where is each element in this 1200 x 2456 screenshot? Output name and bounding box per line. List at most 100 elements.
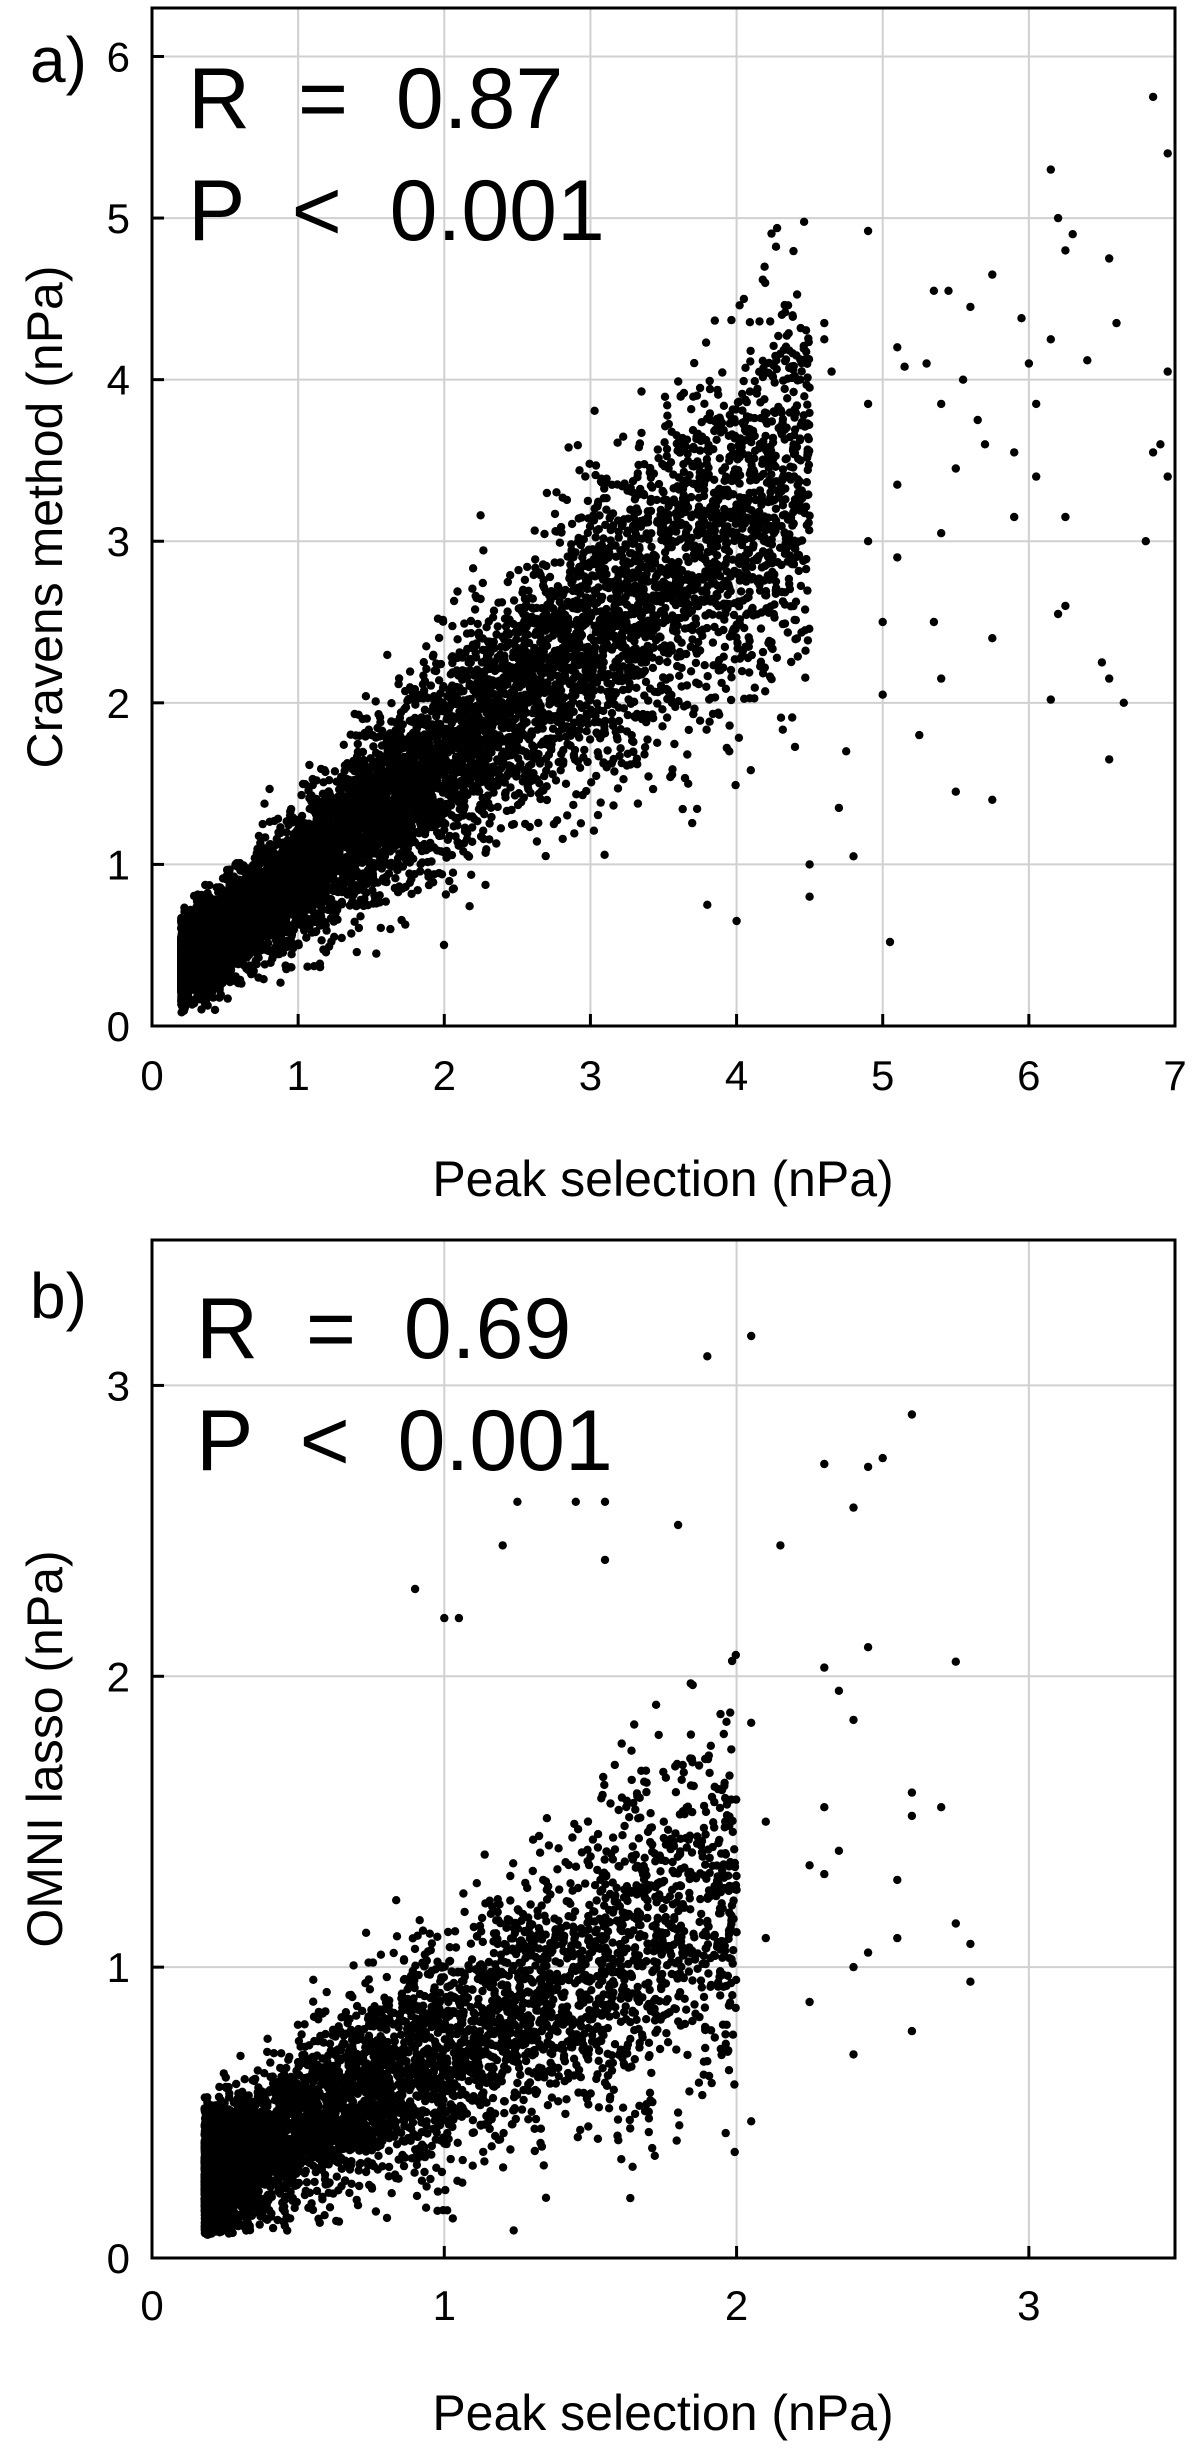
data-point (596, 798, 605, 807)
data-point (356, 912, 365, 921)
data-point (451, 813, 460, 823)
data-point (700, 661, 709, 670)
data-point (701, 611, 710, 620)
data-point (783, 394, 792, 403)
data-point (596, 685, 605, 694)
data-point (434, 868, 444, 878)
data-point (734, 558, 743, 567)
data-point (531, 555, 540, 564)
data-point (767, 675, 776, 684)
data-point (778, 597, 788, 606)
data-point (801, 673, 810, 682)
data-point (569, 800, 578, 810)
data-point (637, 387, 646, 396)
data-point (643, 735, 652, 744)
data-point (564, 443, 573, 452)
data-point (804, 460, 814, 469)
data-point (609, 801, 618, 810)
data-point (690, 704, 699, 713)
data-point (534, 818, 543, 828)
data-point (647, 542, 656, 552)
data-point (692, 649, 702, 658)
data-point (448, 868, 458, 877)
data-point (466, 629, 476, 638)
data-point (563, 811, 572, 820)
data-point (774, 331, 783, 341)
data-point (407, 889, 416, 899)
data-point (646, 473, 656, 482)
data-point (745, 387, 755, 396)
data-point (260, 799, 269, 808)
data-point (550, 509, 560, 519)
data-point (792, 290, 802, 299)
data-point (758, 669, 768, 678)
data-point (583, 496, 593, 506)
data-point (405, 667, 415, 676)
data-point (635, 439, 645, 448)
data-point (743, 609, 752, 618)
data-point (784, 574, 794, 584)
data-point (541, 851, 550, 861)
data-point (493, 802, 502, 812)
data-point (607, 708, 617, 718)
data-point (197, 1005, 206, 1014)
data-point (561, 779, 571, 788)
data-point (353, 739, 362, 749)
data-point (501, 622, 511, 631)
data-point (660, 438, 669, 447)
data-point (761, 687, 770, 696)
data-point (358, 747, 368, 757)
data-point (675, 671, 684, 680)
data-point (712, 435, 721, 444)
data-point (352, 947, 361, 957)
data-point (756, 657, 766, 666)
data-point (260, 960, 269, 969)
data-point (589, 826, 599, 835)
data-point (705, 717, 714, 726)
data-point (453, 635, 462, 644)
data-point (453, 587, 462, 596)
data-point (521, 819, 530, 829)
data-point (705, 384, 715, 394)
data-point (678, 804, 687, 814)
data-point (422, 642, 431, 651)
data-point (640, 750, 649, 759)
data-point (729, 610, 739, 620)
data-point (424, 872, 433, 881)
data-point (623, 710, 632, 720)
data-point (804, 435, 813, 444)
data-point (468, 584, 477, 593)
data-point (439, 940, 449, 950)
data-point (424, 880, 434, 890)
data-point (557, 528, 566, 537)
data-point (520, 575, 530, 585)
data-point (680, 624, 690, 633)
data-point (787, 657, 796, 667)
data-point (555, 538, 565, 547)
data-point (617, 758, 626, 768)
data-point (573, 441, 582, 450)
data-point (201, 880, 210, 890)
data-point (434, 676, 444, 685)
data-point (496, 824, 506, 833)
data-point (796, 456, 805, 465)
data-point (797, 367, 806, 376)
data-point (757, 608, 766, 617)
data-point (644, 772, 653, 781)
data-point (468, 823, 477, 832)
data-point (794, 550, 804, 560)
data-point (566, 560, 575, 569)
data-point (803, 636, 813, 645)
data-point (532, 837, 542, 846)
data-point (670, 739, 679, 749)
data-point (473, 619, 482, 629)
data-point (586, 633, 596, 642)
data-point (506, 783, 515, 792)
data-point (783, 628, 792, 637)
data-point (662, 451, 671, 461)
data-point (223, 994, 232, 1003)
data-point (371, 697, 380, 706)
data-point (683, 700, 692, 709)
